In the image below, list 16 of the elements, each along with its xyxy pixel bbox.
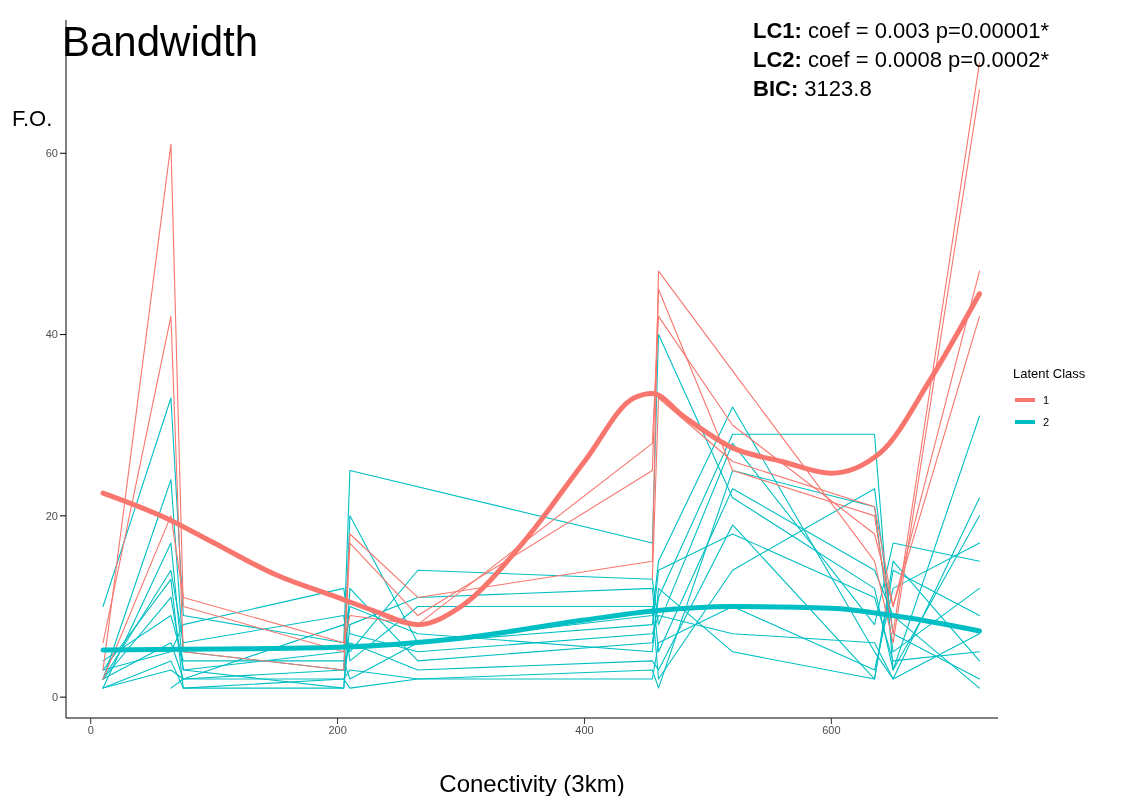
y-tick-label: 40 — [45, 328, 58, 341]
y-axis-title: F.O. — [12, 106, 53, 132]
legend-label: 2 — [1042, 415, 1051, 430]
annotation: LC2: coef = 0.0008 p=0.0002* — [753, 46, 1049, 74]
x-tick-label: 200 — [328, 723, 347, 736]
chart-title: Bandwidth — [62, 18, 259, 66]
legend-label: 1 — [1042, 393, 1051, 408]
annotation: LC1: coef = 0.003 p=0.00001* — [753, 17, 1049, 45]
annotation: BIC: 3123.8 — [753, 75, 873, 103]
y-tick-label: 20 — [45, 509, 58, 522]
y-tick-label: 0 — [51, 691, 58, 704]
legend-title: Latent Class — [1013, 366, 1086, 381]
x-tick-label: 600 — [822, 723, 841, 736]
y-tick-label: 60 — [45, 147, 58, 160]
x-tick-label: 0 — [87, 723, 94, 736]
x-tick-label: 400 — [575, 723, 594, 736]
